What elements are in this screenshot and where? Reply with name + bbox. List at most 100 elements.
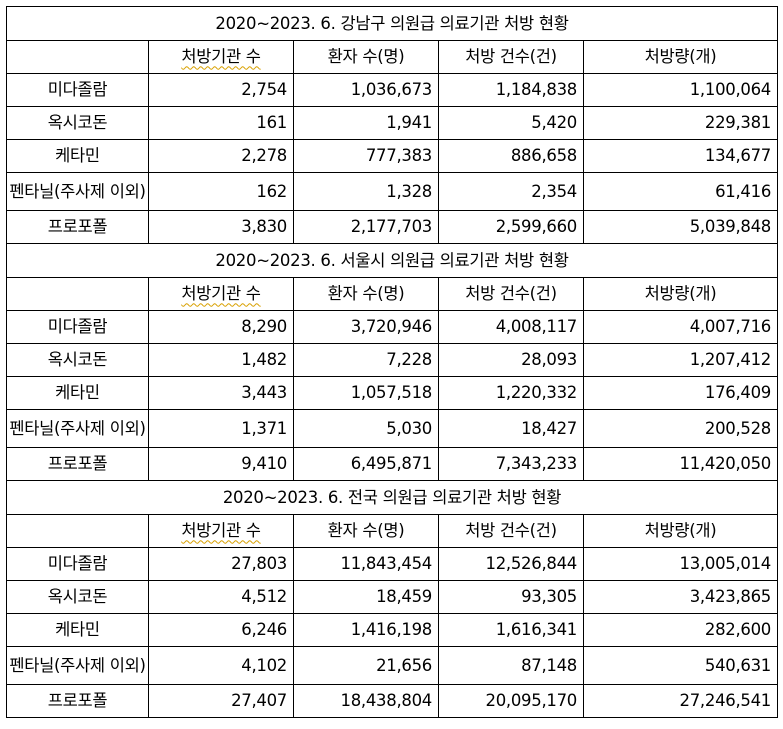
column-header-label: 환자 수(명) xyxy=(327,47,405,67)
table-row: 옥시코돈 161 1,941 5,420 229,381 xyxy=(6,106,779,140)
value-cell-prescriptions: 4,008,117 xyxy=(438,310,584,344)
value-cell-institutions: 1,482 xyxy=(148,343,294,377)
value-cell-quantity: 229,381 xyxy=(582,106,779,140)
header-blank-cell xyxy=(6,277,149,311)
value-cell-institutions: 1,371 xyxy=(148,409,294,448)
section-title: 2020~2023. 6. 전국 의원급 의료기관 처방 현황 xyxy=(5,480,779,515)
header-blank-cell xyxy=(6,40,149,74)
value-cell-quantity: 176,409 xyxy=(582,376,779,410)
drug-name-cell: 케타민 xyxy=(6,139,149,173)
table-row: 펜타닐(주사제 이외) 4,102 21,656 87,148 540,631 xyxy=(6,646,779,685)
value-cell-institutions: 3,830 xyxy=(148,210,294,244)
value-cell-quantity: 134,677 xyxy=(582,139,779,173)
column-header: 처방량(개) xyxy=(582,40,779,74)
section-title: 2020~2023. 6. 강남구 의원급 의료기관 처방 현황 xyxy=(5,6,779,41)
value-cell-prescriptions: 20,095,170 xyxy=(438,684,584,718)
value-cell-patients: 2,177,703 xyxy=(293,210,439,244)
value-cell-institutions: 27,407 xyxy=(148,684,294,718)
table-row: 케타민 6,246 1,416,198 1,616,341 282,600 xyxy=(6,613,779,647)
value-cell-institutions: 9,410 xyxy=(148,447,294,481)
drug-name-cell: 프로포폴 xyxy=(6,684,149,718)
value-cell-patients: 18,438,804 xyxy=(293,684,439,718)
drug-name-cell: 프로포폴 xyxy=(6,210,149,244)
value-cell-institutions: 27,803 xyxy=(148,547,294,581)
drug-name-cell: 옥시코돈 xyxy=(6,106,149,140)
drug-name-cell: 펜타닐(주사제 이외) xyxy=(6,409,149,448)
value-cell-prescriptions: 87,148 xyxy=(438,646,584,685)
column-header-label: 처방량(개) xyxy=(644,521,717,541)
section-title-row: 2020~2023. 6. 강남구 의원급 의료기관 처방 현황 xyxy=(5,6,779,41)
value-cell-patients: 6,495,871 xyxy=(293,447,439,481)
value-cell-institutions: 8,290 xyxy=(148,310,294,344)
column-header-label: 처방 건수(건) xyxy=(465,47,557,67)
value-cell-patients: 1,328 xyxy=(293,172,439,211)
table-row: 케타민 2,278 777,383 886,658 134,677 xyxy=(6,139,779,173)
drug-name-cell: 옥시코돈 xyxy=(6,580,149,614)
column-header-label: 처방 건수(건) xyxy=(465,521,557,541)
value-cell-quantity: 282,600 xyxy=(582,613,779,647)
value-cell-quantity: 540,631 xyxy=(582,646,779,685)
value-cell-patients: 11,843,454 xyxy=(293,547,439,581)
table-body: 2020~2023. 6. 강남구 의원급 의료기관 처방 현황 처방기관 수 환자… xyxy=(5,6,779,718)
table-row: 옥시코돈 1,482 7,228 28,093 1,207,412 xyxy=(6,343,779,377)
column-header-label: 환자 수(명) xyxy=(327,284,405,304)
drug-name-cell: 미다졸람 xyxy=(6,310,149,344)
value-cell-patients: 21,656 xyxy=(293,646,439,685)
value-cell-institutions: 3,443 xyxy=(148,376,294,410)
value-cell-prescriptions: 5,420 xyxy=(438,106,584,140)
table-row: 펜타닐(주사제 이외) 1,371 5,030 18,427 200,528 xyxy=(6,409,779,448)
value-cell-institutions: 161 xyxy=(148,106,294,140)
value-cell-institutions: 2,754 xyxy=(148,73,294,107)
value-cell-quantity: 1,100,064 xyxy=(582,73,779,107)
value-cell-prescriptions: 93,305 xyxy=(438,580,584,614)
value-cell-quantity: 27,246,541 xyxy=(582,684,779,718)
value-cell-prescriptions: 28,093 xyxy=(438,343,584,377)
value-cell-quantity: 13,005,014 xyxy=(582,547,779,581)
drug-name-cell: 케타민 xyxy=(6,613,149,647)
column-header-label: 처방량(개) xyxy=(644,284,717,304)
value-cell-patients: 3,720,946 xyxy=(293,310,439,344)
header-blank-cell xyxy=(6,514,149,548)
column-header-label: 처방기관 수 xyxy=(181,47,261,67)
drug-name-cell: 케타민 xyxy=(6,376,149,410)
value-cell-quantity: 5,039,848 xyxy=(582,210,779,244)
value-cell-prescriptions: 12,526,844 xyxy=(438,547,584,581)
value-cell-prescriptions: 7,343,233 xyxy=(438,447,584,481)
column-header: 환자 수(명) xyxy=(293,40,439,74)
column-header: 처방량(개) xyxy=(582,277,779,311)
table-row: 프로포폴 9,410 6,495,871 7,343,233 11,420,050 xyxy=(6,447,779,481)
column-header-label: 처방 건수(건) xyxy=(465,284,557,304)
value-cell-prescriptions: 886,658 xyxy=(438,139,584,173)
column-header-label: 환자 수(명) xyxy=(327,521,405,541)
drug-name-cell: 펜타닐(주사제 이외) xyxy=(6,646,149,685)
value-cell-patients: 5,030 xyxy=(293,409,439,448)
value-cell-institutions: 6,246 xyxy=(148,613,294,647)
column-header-row: 처방기관 수 환자 수(명) 처방 건수(건) 처방량(개) xyxy=(6,277,779,311)
column-header: 처방 건수(건) xyxy=(438,514,584,548)
table-row: 미다졸람 27,803 11,843,454 12,526,844 13,005,014 xyxy=(6,547,779,581)
table-row: 미다졸람 8,290 3,720,946 4,008,117 4,007,716 xyxy=(6,310,779,344)
table-row: 펜타닐(주사제 이외) 162 1,328 2,354 61,416 xyxy=(6,172,779,211)
drug-name-cell: 펜타닐(주사제 이외) xyxy=(6,172,149,211)
value-cell-institutions: 4,102 xyxy=(148,646,294,685)
column-header: 처방기관 수 xyxy=(148,514,294,548)
column-header-label: 처방기관 수 xyxy=(181,284,261,304)
column-header-row: 처방기관 수 환자 수(명) 처방 건수(건) 처방량(개) xyxy=(6,514,779,548)
section-title-row: 2020~2023. 6. 전국 의원급 의료기관 처방 현황 xyxy=(5,480,779,515)
value-cell-patients: 777,383 xyxy=(293,139,439,173)
value-cell-institutions: 162 xyxy=(148,172,294,211)
value-cell-prescriptions: 1,616,341 xyxy=(438,613,584,647)
value-cell-quantity: 200,528 xyxy=(582,409,779,448)
drug-name-cell: 미다졸람 xyxy=(6,73,149,107)
column-header: 환자 수(명) xyxy=(293,277,439,311)
column-header: 처방기관 수 xyxy=(148,277,294,311)
column-header-label: 처방기관 수 xyxy=(181,521,261,541)
value-cell-prescriptions: 18,427 xyxy=(438,409,584,448)
value-cell-quantity: 61,416 xyxy=(582,172,779,211)
value-cell-prescriptions: 1,184,838 xyxy=(438,73,584,107)
column-header: 환자 수(명) xyxy=(293,514,439,548)
column-header: 처방량(개) xyxy=(582,514,779,548)
column-header: 처방기관 수 xyxy=(148,40,294,74)
table-row: 케타민 3,443 1,057,518 1,220,332 176,409 xyxy=(6,376,779,410)
value-cell-institutions: 4,512 xyxy=(148,580,294,614)
